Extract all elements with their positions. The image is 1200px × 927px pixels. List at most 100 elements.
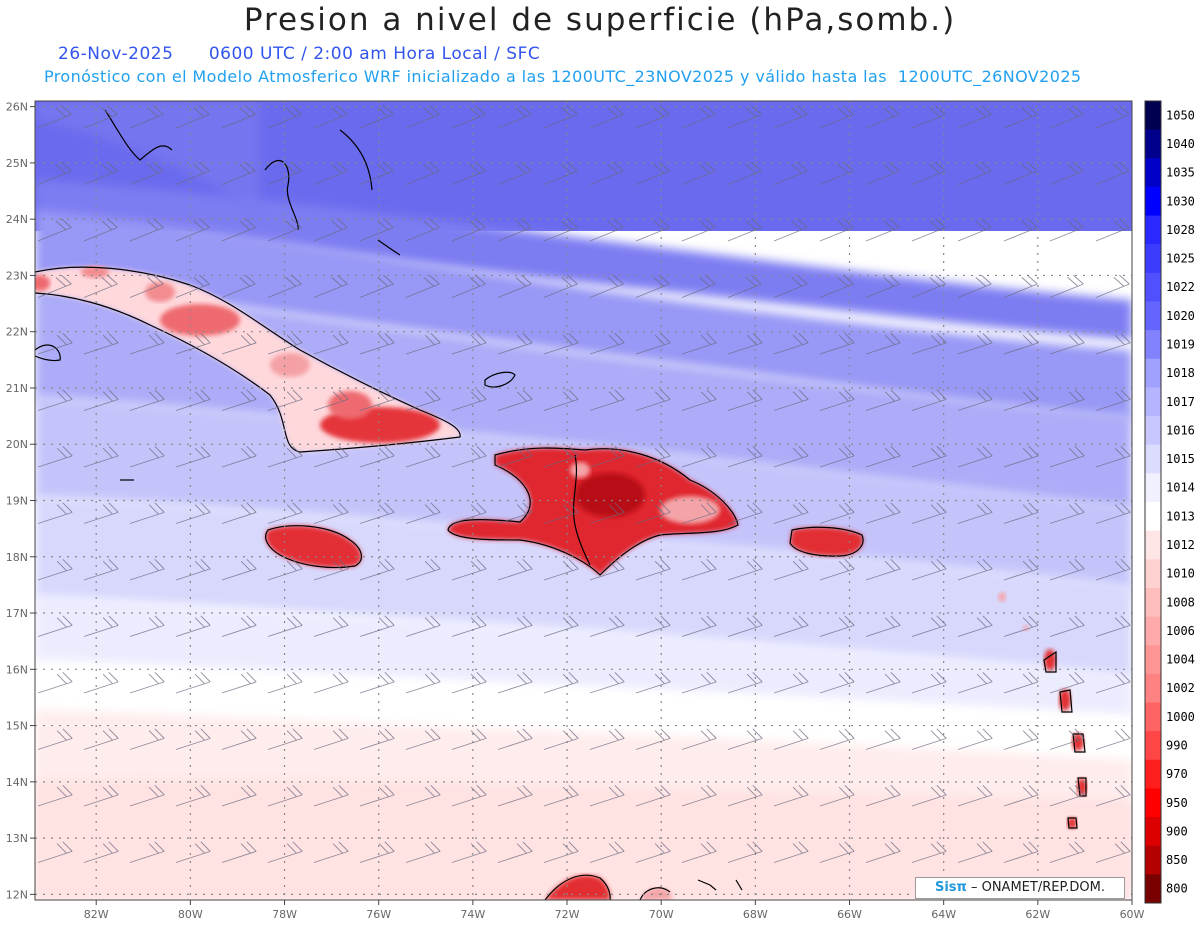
wind-barb (1049, 728, 1085, 750)
wind-barb (37, 218, 72, 242)
wind-barb (681, 274, 716, 298)
wind-barb (497, 389, 533, 411)
wind-barb (497, 333, 533, 355)
wind-barb (83, 672, 119, 694)
wind-barb (1095, 841, 1131, 863)
wind-barb (773, 615, 809, 637)
colorbar-label: 1035 (1166, 166, 1195, 180)
wind-barb (359, 728, 395, 750)
wind-barb (37, 559, 73, 581)
wind-barb (37, 728, 73, 750)
wind-barb (865, 446, 901, 468)
wind-barb (865, 559, 901, 581)
wind-barb (37, 785, 73, 807)
wind-barb (1095, 333, 1131, 355)
colorbar-swatch (1145, 129, 1161, 159)
wind-barb (313, 218, 348, 242)
wind-barb (773, 559, 809, 581)
wind-barb (1095, 105, 1130, 129)
wind-barb (175, 672, 211, 694)
puerto-rico (790, 527, 864, 557)
wind-barb (543, 841, 579, 863)
wind-barb (497, 274, 532, 298)
wind-barb (1003, 446, 1039, 468)
wind-barb (911, 502, 947, 524)
wind-barb (313, 672, 349, 694)
wind-barb (129, 728, 165, 750)
wind-barb (773, 446, 809, 468)
wind-barb (451, 785, 487, 807)
wind-barb (911, 274, 946, 298)
wind-barb (819, 446, 855, 468)
wind-barb (1003, 785, 1039, 807)
wind-barb (865, 841, 901, 863)
wind-barb (267, 672, 303, 694)
wind-barb (359, 785, 395, 807)
wind-barb (405, 728, 441, 750)
wind-barb (865, 785, 901, 807)
wind-barb (1049, 333, 1085, 355)
cuba (35, 266, 461, 452)
wind-barb (589, 333, 625, 355)
wind-barb (359, 841, 395, 863)
wind-barb (129, 502, 165, 524)
wind-barb (543, 389, 579, 411)
colorbar-swatch (1145, 702, 1161, 732)
colorbar-swatch (1145, 473, 1161, 503)
colorbar-swatch (1145, 673, 1161, 703)
wind-barb (405, 274, 440, 298)
colorbar-swatch (1145, 616, 1161, 646)
colorbar-label: 1010 (1166, 567, 1195, 581)
wind-barb (773, 333, 809, 355)
wind-barb (589, 389, 625, 411)
wind-barb (865, 728, 901, 750)
colorbar-label: 1017 (1166, 395, 1195, 409)
wind-barb (1095, 218, 1130, 242)
wind-barb (221, 785, 257, 807)
wind-barb (543, 502, 579, 524)
wind-barb (129, 446, 165, 468)
wind-barb (957, 218, 992, 242)
wind-barb (497, 446, 533, 468)
wind-barb (221, 105, 256, 129)
wind-barb (451, 274, 486, 298)
colorbar-swatch (1145, 845, 1161, 875)
wind-barb (451, 502, 487, 524)
wind-barb (865, 672, 901, 694)
wind-barb (911, 841, 947, 863)
hispaniola (448, 447, 738, 575)
lat-tick-label: 19N (6, 495, 28, 508)
wind-barb (819, 785, 855, 807)
wind-barb (175, 218, 210, 242)
wind-barb (359, 615, 395, 637)
lat-tick-label: 26N (6, 101, 28, 114)
wind-barb (819, 615, 855, 637)
wind-barb (1049, 274, 1084, 298)
wind-barb (773, 105, 808, 129)
wind-barb (1095, 785, 1131, 807)
wind-barb (957, 274, 992, 298)
wind-barb (589, 274, 624, 298)
wind-barb (1049, 841, 1085, 863)
wind-barb (313, 502, 349, 524)
longitude-ticks: 82W 80W 78W 76W 74W 72W 70W 68W 66W 64W 62W 60W (84, 900, 1145, 921)
wind-barb (313, 105, 348, 129)
wind-barb (635, 615, 671, 637)
colorbar-swatch (1145, 330, 1161, 360)
forecast-time: 0600 UTC / 2:00 am Hora Local / SFC (208, 44, 541, 64)
colorbar-label: 970 (1166, 767, 1188, 781)
colorbar-label: 1050 (1166, 108, 1195, 122)
lon-tick-label: 62W (1025, 908, 1050, 921)
wind-barb (359, 333, 395, 355)
wind-barb (819, 841, 855, 863)
wind-barb (1095, 728, 1131, 750)
wind-barb (911, 389, 947, 411)
wind-barb (911, 728, 947, 750)
wind-barb (957, 502, 993, 524)
wind-barb (773, 274, 808, 298)
wind-barb (1095, 274, 1130, 298)
colorbar-label: 800 (1166, 882, 1188, 896)
wind-barb (175, 615, 211, 637)
colorbar-label: 1025 (1166, 252, 1195, 266)
model-info: Pronóstico con el Modelo Atmosferico WRF… (44, 67, 1082, 86)
